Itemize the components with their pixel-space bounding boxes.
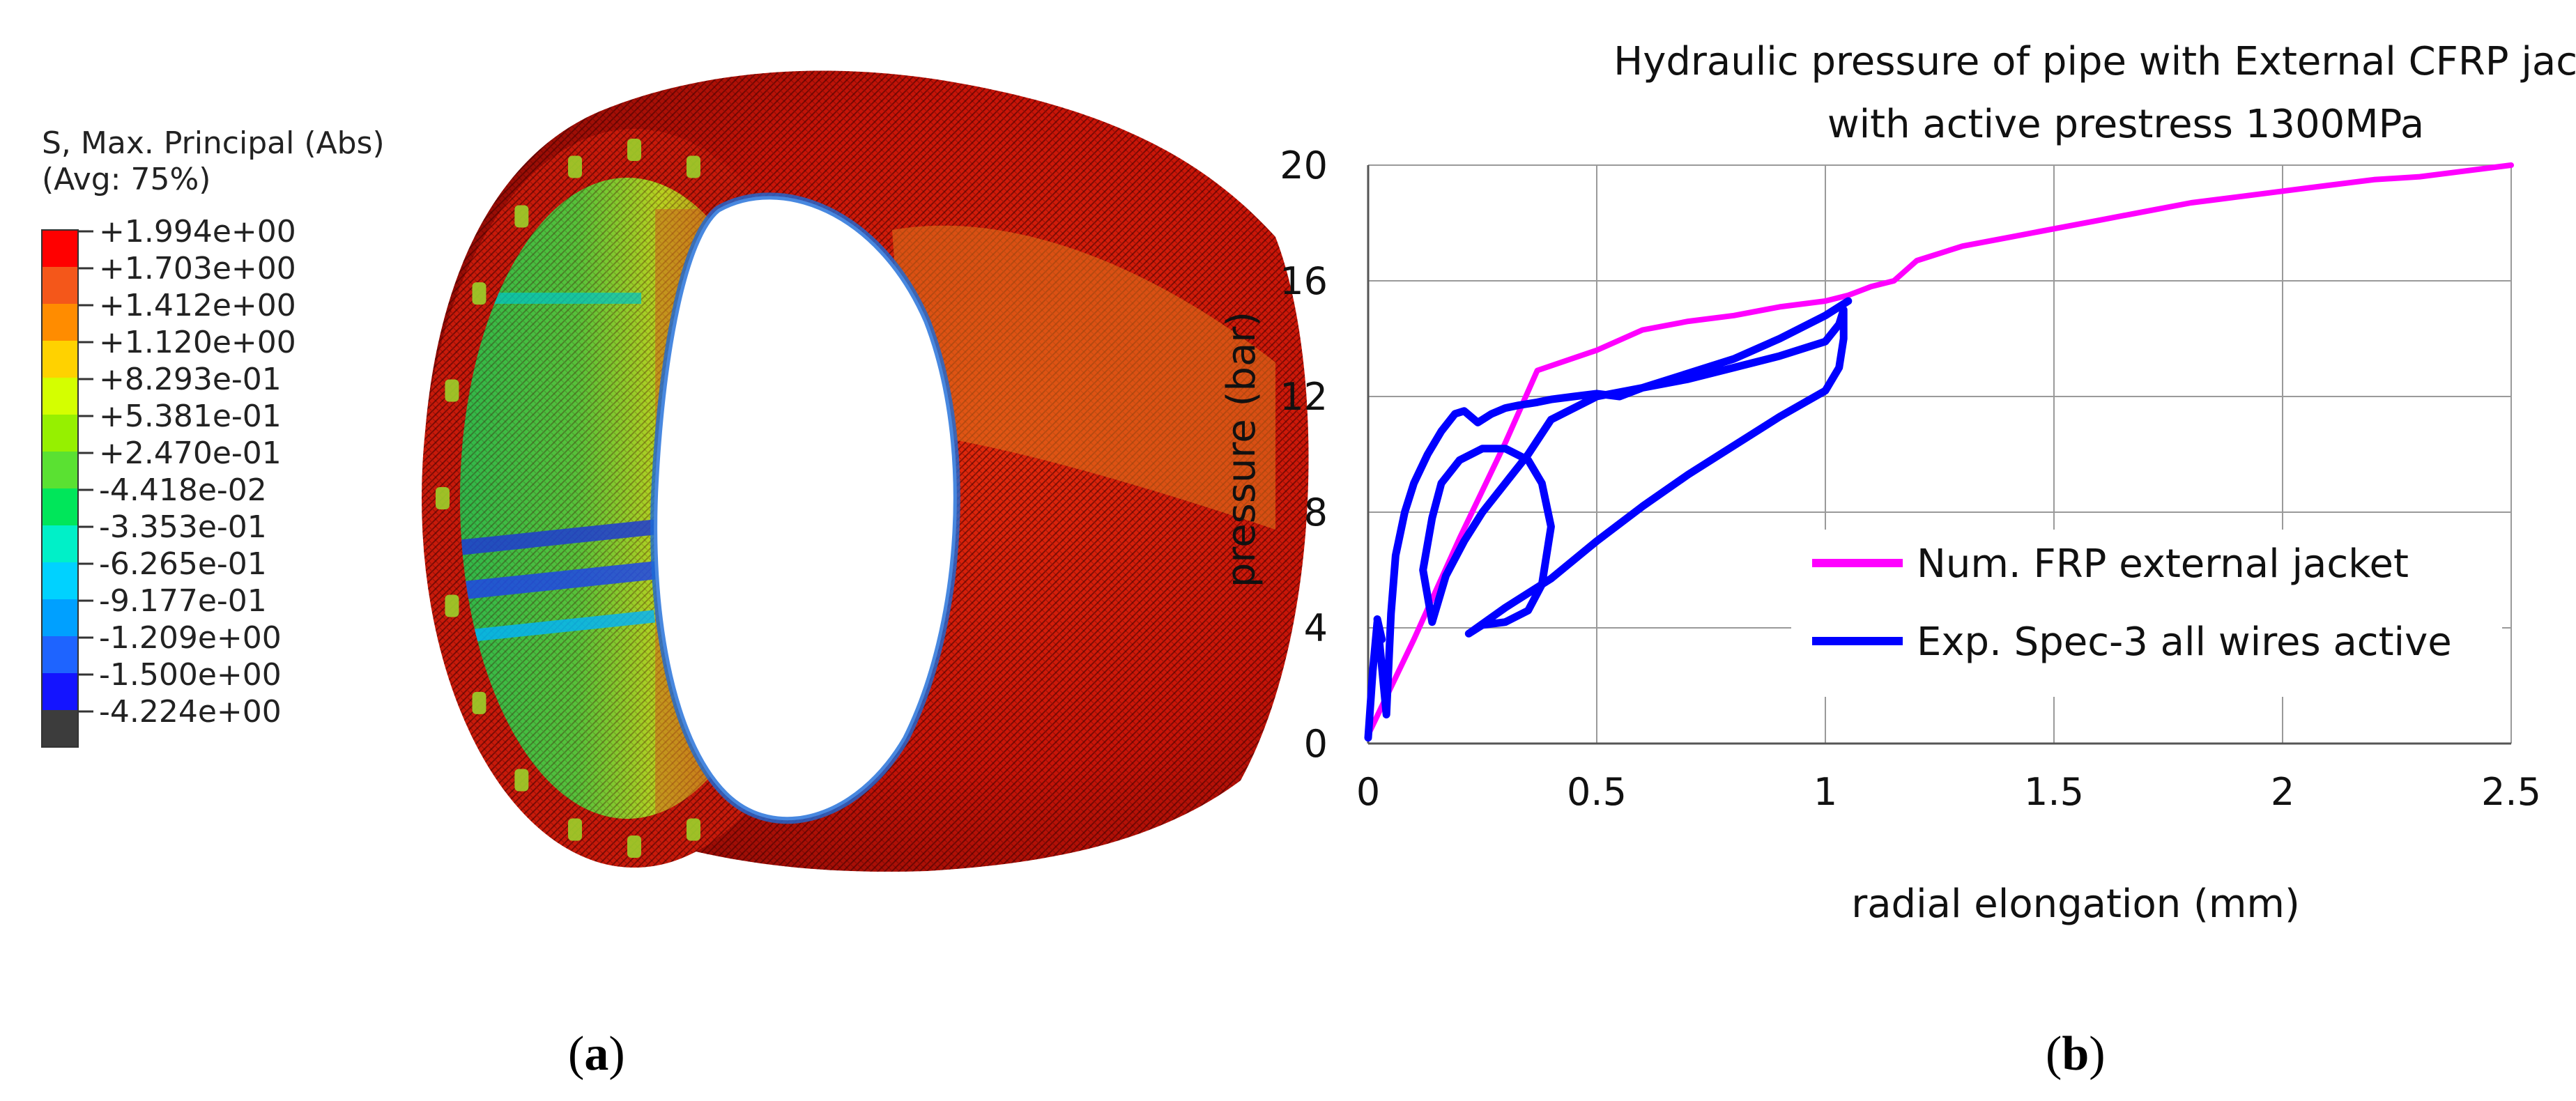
caption-b: (b) <box>2046 1027 2106 1081</box>
legend-swatch <box>42 267 78 304</box>
legend-value-label: +1.412e+00 <box>99 288 296 323</box>
chart-title-line2: with active prestress 1300MPa <box>1827 102 2424 147</box>
legend-value-label: -1.500e+00 <box>99 657 282 693</box>
legend-swatch <box>42 488 78 525</box>
legend-value-label: -3.353e-01 <box>99 509 267 545</box>
legend-swatch <box>42 304 78 341</box>
y-tick-label: 0 <box>1304 722 1328 766</box>
ring-rivet <box>472 691 486 714</box>
x-tick-labels: 0 0.5 1 1.5 2 2.5 <box>1356 770 2541 814</box>
contour-legend: +1.994e+00+1.703e+00+1.412e+00+1.120e+00… <box>41 214 296 748</box>
y-axis-label: pressure (bar) <box>1219 311 1264 587</box>
legend-value-label: +8.293e-01 <box>99 362 282 397</box>
x-tick-label: 1 <box>1814 770 1837 814</box>
chart-axes <box>1367 165 2511 745</box>
legend-swatch <box>42 599 78 636</box>
legend-swatch <box>42 452 78 488</box>
y-tick-label: 12 <box>1280 375 1328 419</box>
ring-rivet <box>472 282 486 305</box>
legend-swatch <box>42 673 78 710</box>
ring-rivet <box>436 487 450 509</box>
legend-swatch <box>42 415 78 452</box>
legend-swatch <box>42 636 78 673</box>
legend-value-label: +2.470e-01 <box>99 436 282 471</box>
legend-title-line2: (Avg: 75%) <box>42 162 210 197</box>
x-axis-label: radial elongation (mm) <box>1851 881 2300 927</box>
legend-background <box>1791 530 2502 697</box>
panel-b: Hydraulic pressure of pipe with External… <box>1219 39 2576 1081</box>
series-num-frp-external-jacket <box>1365 162 2514 738</box>
ring-rivet <box>514 205 529 228</box>
x-tick-label: 1.5 <box>2024 770 2084 814</box>
chart-legend: Num. FRP external jacket Exp. Spec-3 all… <box>1791 530 2502 697</box>
x-tick-label: 0.5 <box>1567 770 1627 814</box>
legend-value-label: +1.994e+00 <box>99 214 296 249</box>
legend-label-num-frp: Num. FRP external jacket <box>1917 541 2409 587</box>
x-tick-label: 2.5 <box>2481 770 2541 814</box>
y-tick-label: 16 <box>1280 259 1328 303</box>
series-exp-spec3-all-wires <box>1364 297 1853 742</box>
y-tick-labels: 0 4 8 12 16 20 <box>1280 144 1328 766</box>
legend-swatch <box>42 341 78 378</box>
ring-rivet <box>568 155 583 178</box>
x-tick-label: 0 <box>1356 770 1380 814</box>
legend-value-label: -1.209e+00 <box>99 620 282 656</box>
legend-swatch <box>42 230 78 267</box>
legend-value-label: +1.120e+00 <box>99 325 296 360</box>
pipe-orange-band <box>892 225 1275 530</box>
y-tick-label: 20 <box>1280 144 1328 187</box>
legend-label-exp-spec3: Exp. Spec-3 all wires active <box>1917 619 2452 665</box>
legend-value-label: -6.265e-01 <box>99 546 267 582</box>
chart-title-line1: Hydraulic pressure of pipe with External… <box>1613 39 2576 84</box>
pipe-opening <box>654 196 957 821</box>
legend-swatch <box>42 378 78 415</box>
ring-rivet <box>686 818 700 841</box>
legend-swatch <box>42 710 78 747</box>
legend-value-label: -4.418e-02 <box>99 472 267 508</box>
legend-title-line1: S, Max. Principal (Abs) <box>42 125 385 161</box>
x-tick-label: 2 <box>2271 770 2294 814</box>
legend-value-label: -9.177e-01 <box>99 583 267 619</box>
legend-value-label: +5.381e-01 <box>99 399 282 434</box>
legend-swatch <box>42 525 78 562</box>
ring-rivet <box>568 818 583 841</box>
panel-a: S, Max. Principal (Abs) (Avg: 75%) +1.99… <box>41 70 1309 1081</box>
caption-a: (a) <box>568 1027 625 1081</box>
legend-value-label: +1.703e+00 <box>99 251 296 286</box>
ring-rivet <box>514 769 529 792</box>
ring-rivet <box>445 379 459 402</box>
ring-rivet <box>627 836 641 858</box>
ring-rivet <box>445 594 459 617</box>
legend-value-label: -4.224e+00 <box>99 694 282 730</box>
y-tick-label: 4 <box>1304 606 1328 650</box>
pipe-model-image <box>422 70 1309 872</box>
legend-frame <box>41 229 79 748</box>
ring-rivet <box>627 139 641 161</box>
legend-swatch <box>42 562 78 599</box>
ring-rivet <box>686 155 700 178</box>
chart-series <box>1364 162 2514 742</box>
y-tick-label: 8 <box>1304 491 1328 534</box>
